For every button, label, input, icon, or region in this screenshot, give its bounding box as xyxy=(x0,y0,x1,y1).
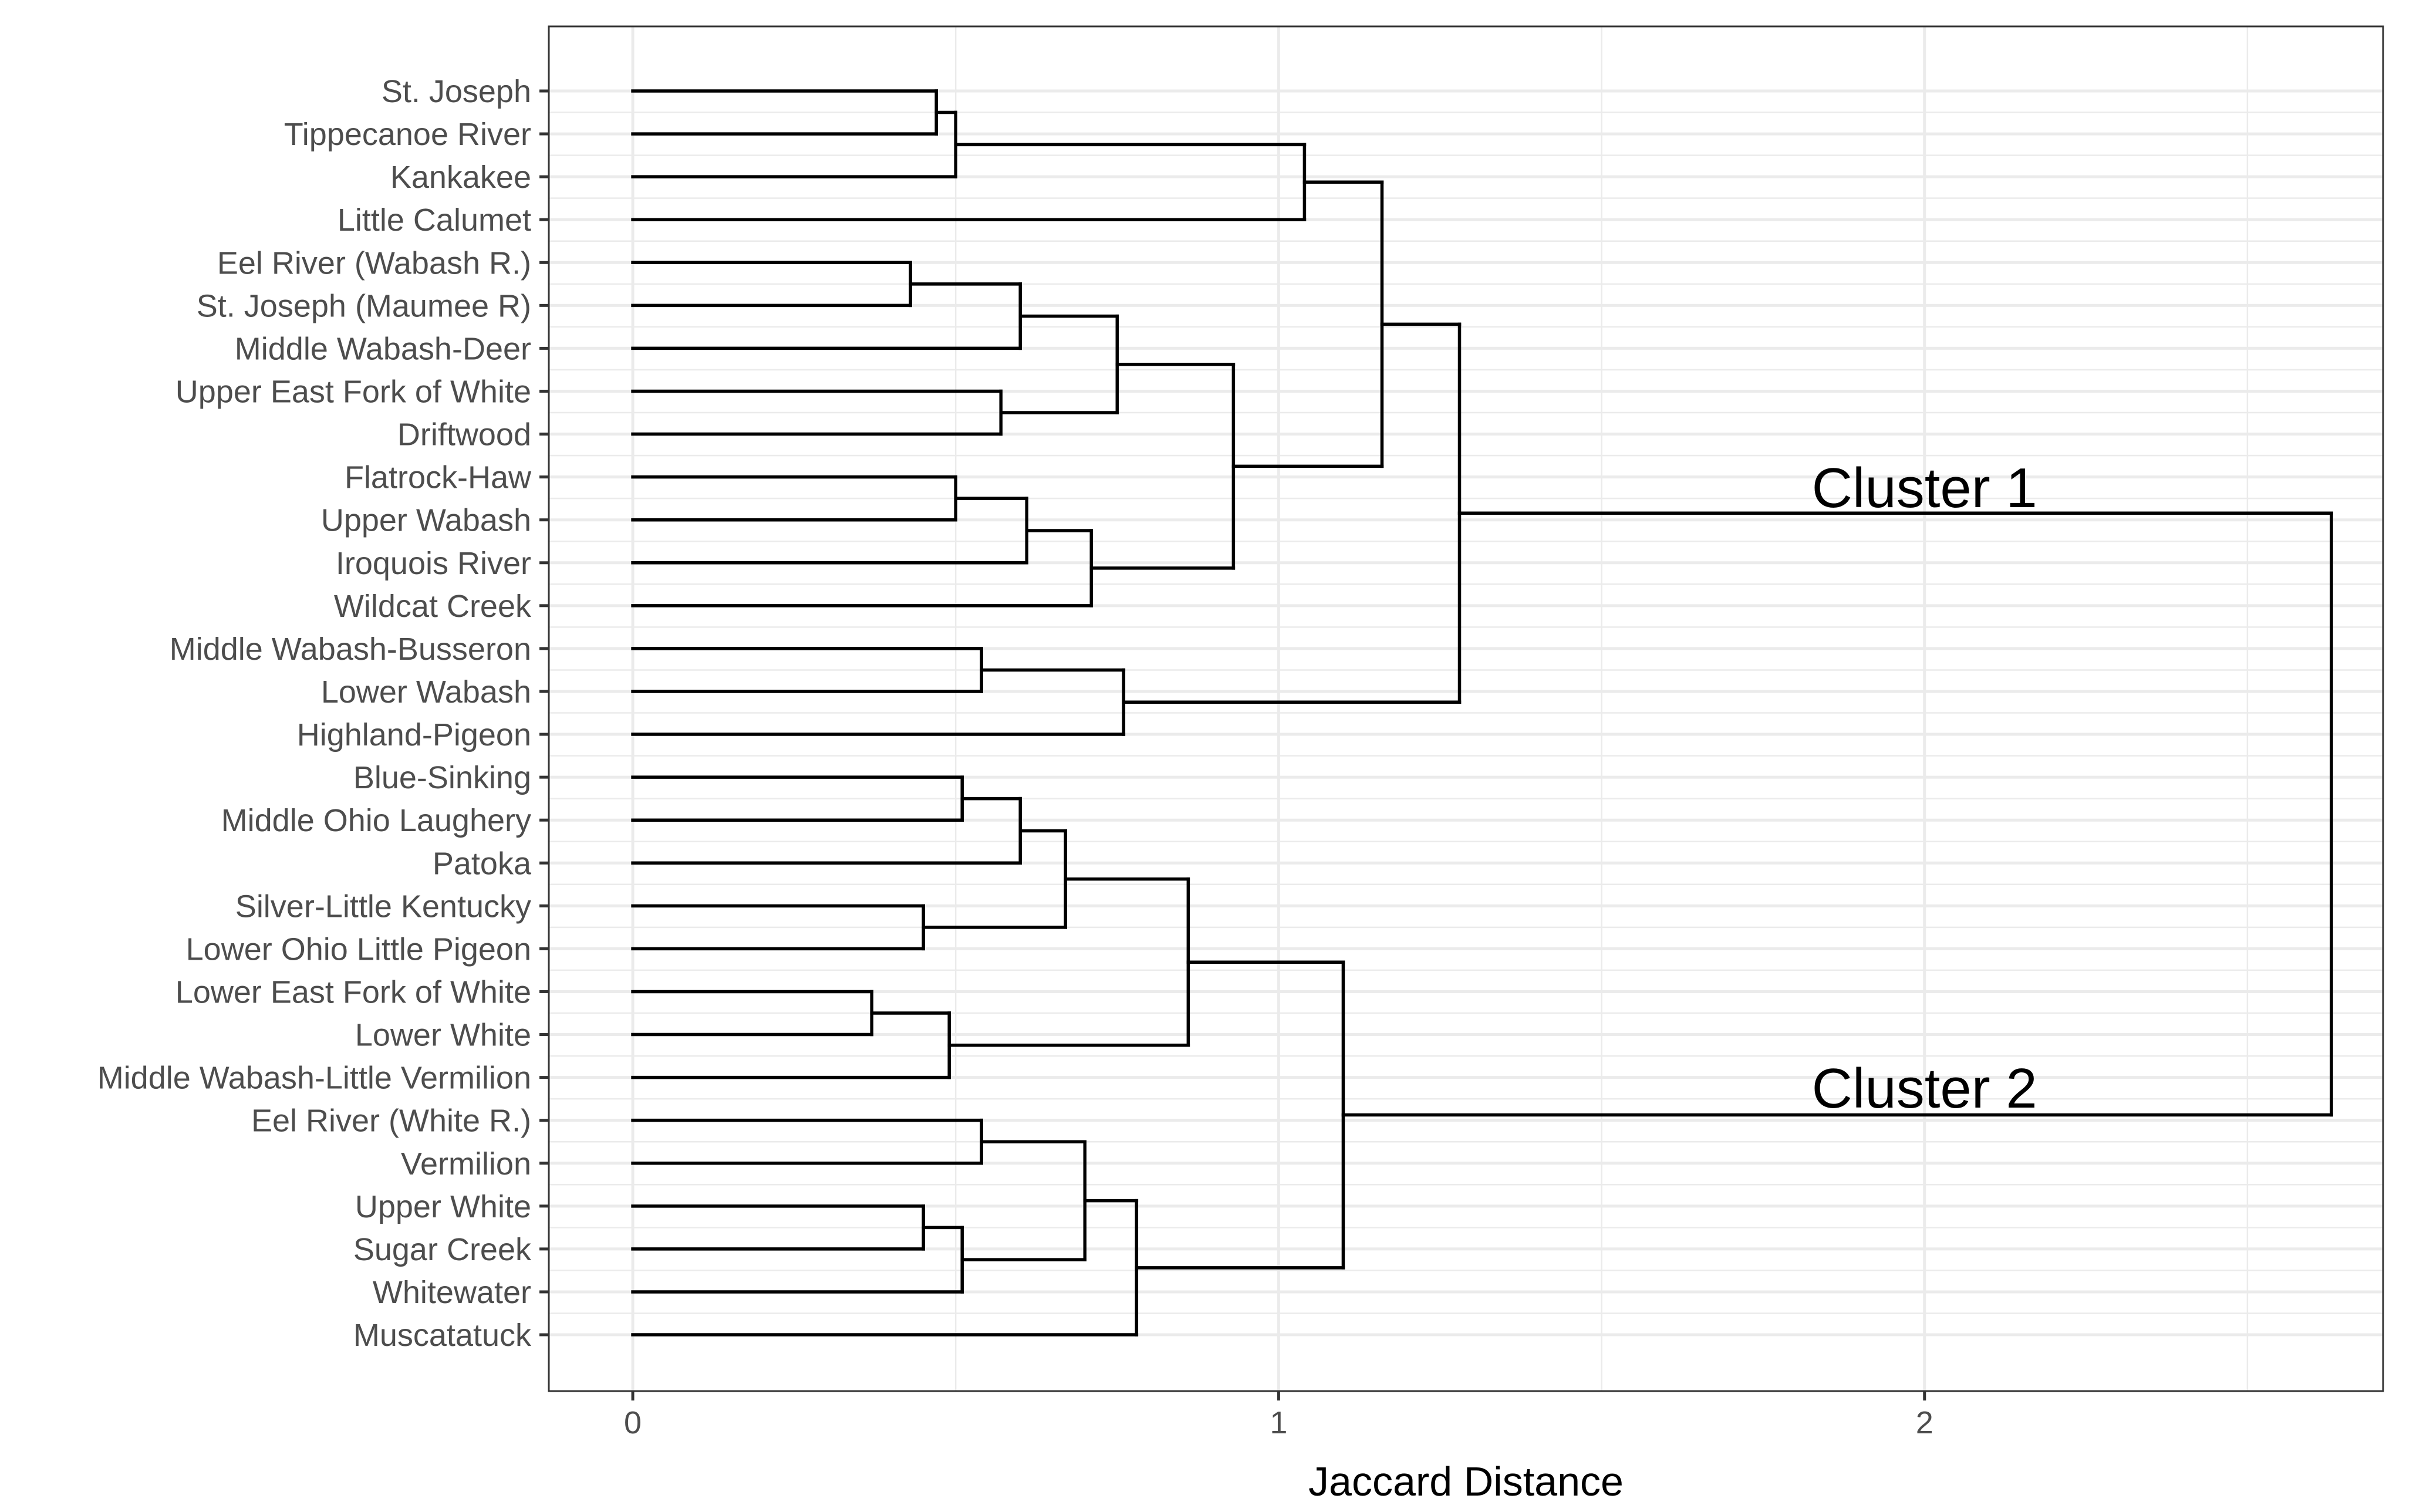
y-tick-label: Muscatatuck xyxy=(353,1318,532,1353)
dendrogram-segments xyxy=(631,89,2333,1337)
y-tick-label: Upper White xyxy=(355,1189,531,1224)
panel-border xyxy=(548,25,2384,1392)
y-tick-label: Patoka xyxy=(433,846,532,881)
y-tick-label: St. Joseph (Maumee R) xyxy=(197,288,531,323)
y-tick-label: Upper Wabash xyxy=(321,503,531,538)
y-tick-label: Lower East Fork of White xyxy=(176,974,531,1010)
y-tick-label: Eel River (Wabash R.) xyxy=(217,245,531,281)
y-tick-label: Middle Wabash-Busseron xyxy=(170,632,531,667)
y-tick-label: Little Calumet xyxy=(338,203,531,238)
y-tick-label: Tippecanoe River xyxy=(284,117,531,152)
y-tick-label: Kankakee xyxy=(390,160,531,195)
y-tick-label: St. Joseph xyxy=(382,74,531,109)
y-tick-label: Middle Wabash-Little Vermilion xyxy=(97,1061,531,1096)
y-tick-label: Upper East Fork of White xyxy=(176,374,531,409)
y-tick-label: Vermilion xyxy=(401,1146,531,1182)
x-tick-label: 2 xyxy=(1916,1405,1933,1440)
y-tick-label: Highland-Pigeon xyxy=(297,717,531,752)
y-tick-label: Lower White xyxy=(355,1018,531,1053)
x-tick-label: 0 xyxy=(624,1405,642,1440)
annotation-layer: Cluster 1 Cluster 2 xyxy=(1812,457,2037,1120)
cluster-annotation: Cluster 1 xyxy=(1812,457,2037,519)
x-axis-title: Jaccard Distance xyxy=(1308,1459,1624,1504)
y-tick-label: Eel River (White R.) xyxy=(251,1103,531,1139)
y-tick-label: Whitewater xyxy=(373,1275,531,1310)
cluster-annotation: Cluster 2 xyxy=(1812,1057,2037,1120)
y-tick-label: Iroquois River xyxy=(336,546,531,581)
y-tick-label: Lower Wabash xyxy=(321,674,531,710)
y-tick-label: Driftwood xyxy=(397,417,531,453)
x-tick-label: 1 xyxy=(1270,1405,1287,1440)
y-tick-label: Sugar Creek xyxy=(353,1232,532,1267)
y-tick-label: Middle Wabash-Deer xyxy=(235,331,531,366)
y-tick-label: Wildcat Creek xyxy=(334,589,532,624)
y-axis: St. Joseph Tippecanoe River Kankakee Little… xyxy=(97,74,549,1353)
y-tick-label: Blue-Sinking xyxy=(353,760,531,795)
x-axis: 0 1 2 xyxy=(624,1391,1933,1440)
y-tick-label: Silver-Little Kentucky xyxy=(235,889,531,924)
y-tick-label: Middle Ohio Laughery xyxy=(221,803,531,838)
y-tick-label: Flatrock-Haw xyxy=(345,460,532,495)
grid-layer xyxy=(549,26,2383,1391)
y-tick-label: Lower Ohio Little Pigeon xyxy=(186,932,531,967)
